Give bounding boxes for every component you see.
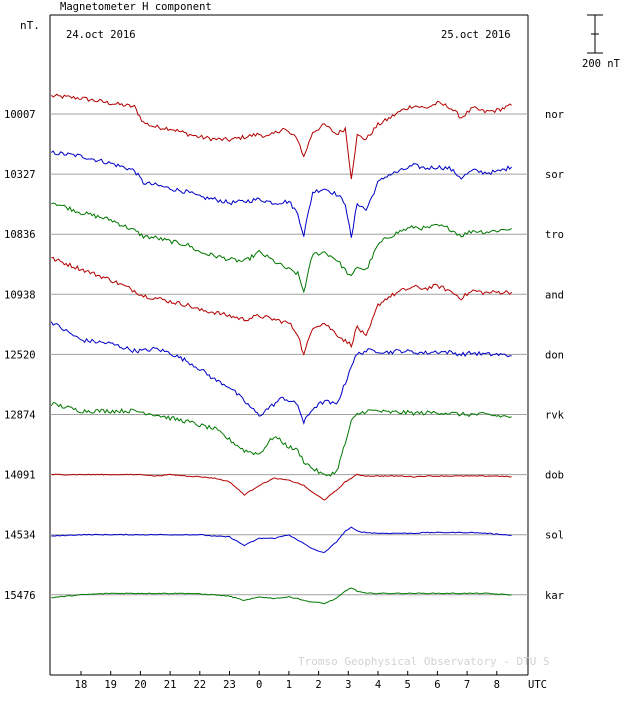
unit-label: nT. bbox=[20, 19, 40, 32]
credit-text: Tromso Geophysical Observatory - DTU S bbox=[298, 655, 550, 668]
scale-bar: 200 nT bbox=[582, 14, 621, 70]
station-code-label: dob bbox=[545, 470, 564, 482]
station-baseline-value: 12874 bbox=[4, 410, 36, 422]
station-baseline-value: 10007 bbox=[4, 109, 36, 121]
x-tick-label: 0 bbox=[256, 679, 262, 691]
x-tick-label: 19 bbox=[104, 679, 117, 691]
station-code-label: nor bbox=[545, 109, 564, 121]
station-curve-sol bbox=[51, 526, 512, 553]
station-baseline-value: 15476 bbox=[4, 590, 36, 602]
x-tick-label: 2 bbox=[315, 679, 321, 691]
x-tick-label: 7 bbox=[464, 679, 470, 691]
x-tick-label: 4 bbox=[375, 679, 381, 691]
station-curves-group bbox=[50, 93, 512, 605]
date-left: 24.oct 2016 bbox=[66, 29, 136, 41]
date-right: 25.oct 2016 bbox=[441, 29, 511, 41]
station-baseline-value: 10836 bbox=[4, 229, 36, 241]
station-curve-nor bbox=[50, 93, 512, 180]
station-code-label: don bbox=[545, 349, 564, 361]
station-curve-sor bbox=[51, 150, 512, 238]
station-code-label: rvk bbox=[545, 410, 565, 422]
station-curve-don bbox=[50, 321, 512, 425]
x-tick-label: 3 bbox=[345, 679, 351, 691]
x-tick-label: 1 bbox=[286, 679, 292, 691]
x-tick-label: 21 bbox=[164, 679, 177, 691]
station-code-label: tro bbox=[545, 229, 564, 241]
station-curve-dob bbox=[51, 473, 512, 501]
x-tick-label: 20 bbox=[134, 679, 147, 691]
scale-bar-label: 200 nT bbox=[582, 58, 621, 70]
station-curve-tro bbox=[51, 202, 512, 294]
station-baseline-value: 10327 bbox=[4, 169, 36, 181]
station-baseline-value: 14534 bbox=[4, 530, 36, 542]
station-baseline-value: 12520 bbox=[4, 349, 36, 361]
station-code-label: kar bbox=[545, 590, 564, 602]
station-curve-kar bbox=[51, 587, 512, 605]
x-tick-label: 6 bbox=[434, 679, 440, 691]
x-axis-unit: UTC bbox=[528, 679, 547, 691]
x-tick-label: 22 bbox=[193, 679, 206, 691]
chart-title: Magnetometer H component bbox=[60, 1, 212, 13]
station-curve-rvk bbox=[50, 402, 512, 477]
x-tick-label: 23 bbox=[223, 679, 236, 691]
station-baseline-value: 14091 bbox=[4, 470, 36, 482]
x-tick-label: 18 bbox=[75, 679, 88, 691]
station-code-label: sor bbox=[545, 169, 564, 181]
station-baseline-value: 10938 bbox=[4, 289, 36, 301]
plot-frame-group bbox=[49, 14, 529, 676]
station-curve-and bbox=[51, 256, 512, 356]
station-code-label: and bbox=[545, 289, 564, 301]
x-tick-label: 5 bbox=[405, 679, 411, 691]
station-code-label: sol bbox=[545, 530, 564, 542]
x-tick-label: 8 bbox=[494, 679, 500, 691]
